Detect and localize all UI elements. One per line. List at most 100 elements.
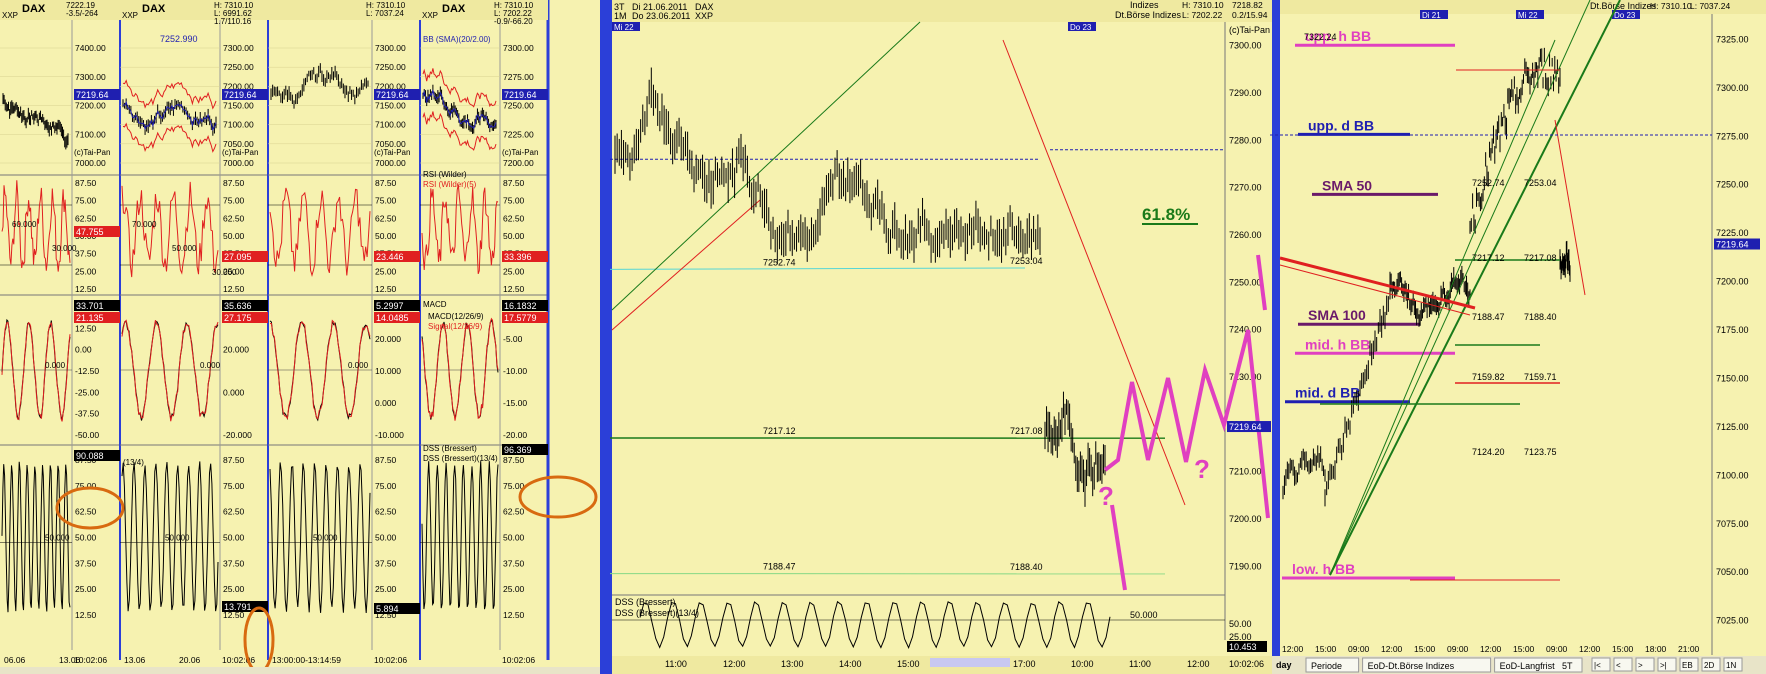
price-tick-label: 7300.00 — [75, 72, 106, 82]
dss-line — [121, 461, 219, 612]
level-label: 7188.47 — [1472, 312, 1505, 322]
dss-tick-label: 75.00 — [375, 481, 397, 491]
rsi-value-tag: 33.396 — [504, 252, 532, 262]
header-period: 3T — [614, 2, 625, 12]
rsi-tick-label: 25.00 — [375, 266, 397, 276]
rsi-tick-label: 12.50 — [375, 284, 397, 294]
price-tick-label: 7300.00 — [1716, 83, 1749, 93]
dss-tick-label: 87.50 — [375, 455, 397, 465]
panel-title: DAX — [442, 3, 466, 15]
rsi-tick-label: 62.50 — [503, 213, 525, 223]
dss-sub-label: DSS (Bressert)(13/4) — [423, 454, 498, 463]
x-axis-label: 14:00 — [839, 659, 862, 669]
price-tick-label: 7050.00 — [375, 139, 406, 149]
rsi-value-tag-bg — [502, 251, 548, 262]
dss-tick-label: 12.50 — [375, 610, 397, 620]
rsi-tick-label: 12.50 — [503, 284, 525, 294]
panel-header-value: -0.9/-66.20 — [494, 17, 533, 26]
price-tick-label: 7400.00 — [75, 43, 106, 53]
x-axis-label: 09:00 — [1447, 644, 1469, 654]
highlight-circle — [518, 475, 598, 519]
day-tag-bg — [1068, 22, 1096, 31]
bb-annotation: mid. d BB — [1295, 385, 1360, 401]
panel-divider — [1272, 0, 1280, 674]
panel-subtitle: XXP — [422, 11, 438, 20]
macd-signal-line — [269, 319, 371, 420]
intraday-price-today-group — [1044, 391, 1106, 507]
macd-value-tag: 5.2997 — [376, 301, 404, 311]
rsi-value-tag: 47.755 — [76, 227, 104, 237]
trendline — [611, 21, 921, 311]
nav-button-label: < — [1616, 661, 1621, 670]
dss-tick-label: 25.00 — [1229, 632, 1252, 642]
price-group — [2, 93, 69, 150]
last-price-tag: 7219.64 — [76, 90, 109, 100]
highlight-circle — [55, 486, 125, 530]
level-label: 7252.74 — [1472, 178, 1505, 188]
price-tick-label: 7050.00 — [223, 139, 254, 149]
macd-tick-label: 12.50 — [75, 323, 97, 333]
rsi-tick-label: 62.50 — [223, 213, 245, 223]
nav-button-label: >| — [1660, 661, 1667, 670]
panel-divider — [600, 0, 612, 674]
x-axis-label: 15:00 — [1315, 644, 1337, 654]
last-price-tag: 7219.64 — [1229, 422, 1262, 432]
level-label: 7159.82 — [1472, 372, 1505, 382]
fib-label: 61.8% — [1142, 205, 1190, 224]
bb-annotation: low. h BB — [1292, 561, 1355, 577]
last-price-tag: 7219.64 — [504, 90, 537, 100]
source-label: (c)Tai-Pan — [502, 148, 538, 157]
day-tag-bg — [1516, 10, 1544, 19]
price-tick-label: 7300.00 — [375, 43, 406, 53]
x-axis-label: 11:00 — [665, 659, 687, 669]
dss-value-tag-bg — [374, 603, 420, 614]
rsi-tick-label: 87.50 — [75, 178, 97, 188]
price-tick-label: 7230.00 — [1229, 372, 1262, 382]
panel-subtitle: XXP — [122, 11, 138, 20]
rsi-tick-label: 50.00 — [375, 231, 397, 241]
dss-tick-label: 12.50 — [75, 610, 97, 620]
x-axis-label: 15:00 — [1612, 644, 1634, 654]
price-tick-label: 7275.00 — [503, 72, 534, 82]
dss-label: DSS (Bressert) — [615, 597, 676, 607]
rsi-tick-label: 25.00 — [503, 266, 525, 276]
dss-line — [1, 461, 71, 613]
nav-button — [1657, 657, 1677, 672]
price-tick-label: 7075.00 — [1716, 519, 1749, 529]
price-tick-label: 7100.00 — [223, 120, 254, 130]
price-tick-label: 7300.00 — [1229, 41, 1262, 51]
header-market: Dt.Börse Indizes — [1590, 1, 1657, 11]
macd-value-tag-bg — [74, 300, 120, 311]
rsi-tick-label: 62.50 — [75, 213, 97, 223]
macd-tick-label: -5.00 — [503, 334, 523, 344]
price-tick-label: 7200.00 — [1716, 277, 1749, 287]
rsi-level-label: 50.000 — [172, 244, 197, 253]
day-tag-bg — [1612, 10, 1640, 19]
dss-tick-label: 75.00 — [75, 481, 97, 491]
macd-tick-label: 0.00 — [75, 345, 92, 355]
price-tick-label: 7280.00 — [1229, 135, 1262, 145]
price-tick-label: 7100.00 — [375, 120, 406, 130]
price-tick-label: 7250.00 — [1229, 277, 1262, 287]
rsi-tick-label: 50.00 — [503, 231, 525, 241]
price-tick-label: 7150.00 — [223, 101, 254, 111]
price-tick-label: 7250.00 — [223, 62, 254, 72]
macd-label: MACD — [423, 300, 447, 309]
trendline — [1279, 256, 1476, 310]
day-tag: Mi 22 — [1518, 11, 1538, 20]
rsi-line — [421, 184, 499, 274]
nav-button — [1679, 657, 1699, 672]
level-label: 7217.08 — [1524, 253, 1557, 263]
rsi-tick-label: 12.50 — [223, 284, 245, 294]
dss-tick-label: 12.50 — [223, 610, 245, 620]
source-label: (c)Tai-Pan — [74, 148, 110, 157]
bb-annotation: SMA 50 — [1322, 177, 1372, 193]
panel-time-label: 10:02:06 — [74, 655, 107, 665]
day-tag-bg — [1420, 10, 1448, 19]
rsi-level-label: 30.000 — [52, 244, 77, 253]
macd-signal-tag: 21.135 — [76, 313, 104, 323]
dss-tick-label: 37.50 — [375, 558, 397, 568]
panel-subtitle: XXP — [2, 11, 18, 20]
trendline — [1554, 119, 1586, 296]
